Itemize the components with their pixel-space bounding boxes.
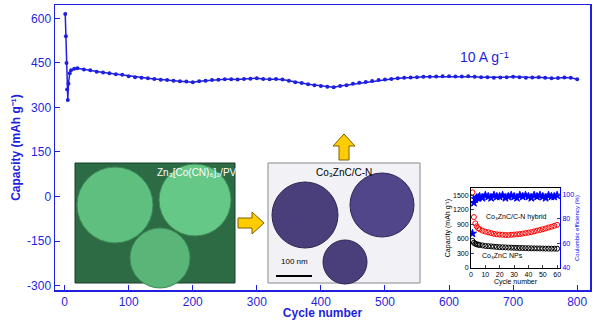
svg-text:600: 600 — [439, 295, 459, 309]
svg-text:500: 500 — [375, 295, 395, 309]
svg-text:450: 450 — [31, 56, 51, 70]
svg-text:100: 100 — [562, 191, 574, 198]
svg-text:100 nm: 100 nm — [281, 257, 308, 266]
svg-text:Co₃ZnC/C-N hybrid: Co₃ZnC/C-N hybrid — [486, 213, 547, 221]
svg-text:0: 0 — [44, 190, 51, 204]
svg-text:800: 800 — [567, 295, 587, 309]
svg-text:100: 100 — [119, 295, 139, 309]
svg-text:30: 30 — [510, 271, 518, 278]
svg-text:0: 0 — [61, 295, 68, 309]
svg-text:Capacity (mAh g⁻¹): Capacity (mAh g⁻¹) — [444, 199, 452, 257]
svg-text:700: 700 — [503, 295, 523, 309]
svg-text:400: 400 — [311, 295, 331, 309]
svg-text:150: 150 — [31, 145, 51, 159]
svg-text:-300: -300 — [27, 279, 51, 293]
svg-text:10 A g⁻¹: 10 A g⁻¹ — [460, 49, 509, 65]
svg-text:40: 40 — [525, 271, 533, 278]
svg-text:80: 80 — [562, 215, 570, 222]
svg-text:Co₃ZnC NPs: Co₃ZnC NPs — [482, 252, 523, 259]
svg-text:300: 300 — [31, 101, 51, 115]
svg-text:300: 300 — [457, 250, 469, 257]
svg-text:600: 600 — [457, 235, 469, 242]
svg-text:Coulombic efficiency (%): Coulombic efficiency (%) — [574, 195, 580, 261]
svg-text:1500: 1500 — [453, 192, 469, 199]
svg-text:60: 60 — [562, 240, 570, 247]
svg-text:10: 10 — [481, 271, 489, 278]
svg-text:40: 40 — [562, 264, 570, 271]
svg-text:0: 0 — [465, 264, 469, 271]
svg-text:1200: 1200 — [453, 206, 469, 213]
svg-text:Capacity (mAh g⁻¹): Capacity (mAh g⁻¹) — [9, 94, 23, 201]
svg-text:600: 600 — [31, 12, 51, 26]
svg-text:Cycle number: Cycle number — [283, 306, 363, 320]
svg-text:Cycle number: Cycle number — [494, 278, 538, 286]
svg-text:Zn₃[Co(CN)₆]₂/PVP: Zn₃[Co(CN)₆]₂/PVP — [157, 167, 243, 178]
svg-text:300: 300 — [247, 295, 267, 309]
svg-text:50: 50 — [539, 271, 547, 278]
svg-text:-150: -150 — [27, 234, 51, 248]
svg-text:0: 0 — [469, 271, 473, 278]
svg-text:20: 20 — [496, 271, 504, 278]
svg-text:Co₃ZnC/C-N: Co₃ZnC/C-N — [316, 167, 372, 178]
svg-text:200: 200 — [183, 295, 203, 309]
svg-text:60: 60 — [553, 271, 561, 278]
svg-text:900: 900 — [457, 221, 469, 228]
